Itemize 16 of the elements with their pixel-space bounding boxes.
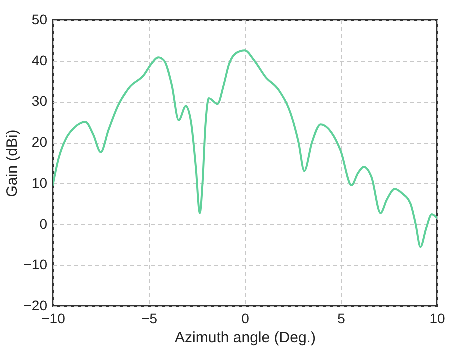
y-tick-label: 0 [40, 216, 48, 232]
y-tick-label: −10 [24, 256, 48, 273]
x-axis-title: Azimuth angle (Deg.) [175, 330, 316, 346]
y-axis-title: Gain (dBi) [4, 130, 21, 198]
y-tick-label: 40 [32, 52, 48, 68]
line-series [53, 50, 437, 248]
y-tick-label: 30 [32, 93, 48, 110]
y-tick-label: 10 [32, 174, 48, 191]
x-tick-label: 10 [430, 310, 446, 326]
x-tick-label: 0 [242, 310, 250, 326]
y-tick-label: 20 [32, 134, 48, 150]
x-tick-label: 5 [338, 310, 346, 326]
x-tick-label: −10 [42, 310, 66, 326]
x-tick-label: −5 [142, 310, 158, 326]
y-tick-label: −20 [24, 298, 48, 314]
y-tick-label: 50 [32, 12, 48, 28]
